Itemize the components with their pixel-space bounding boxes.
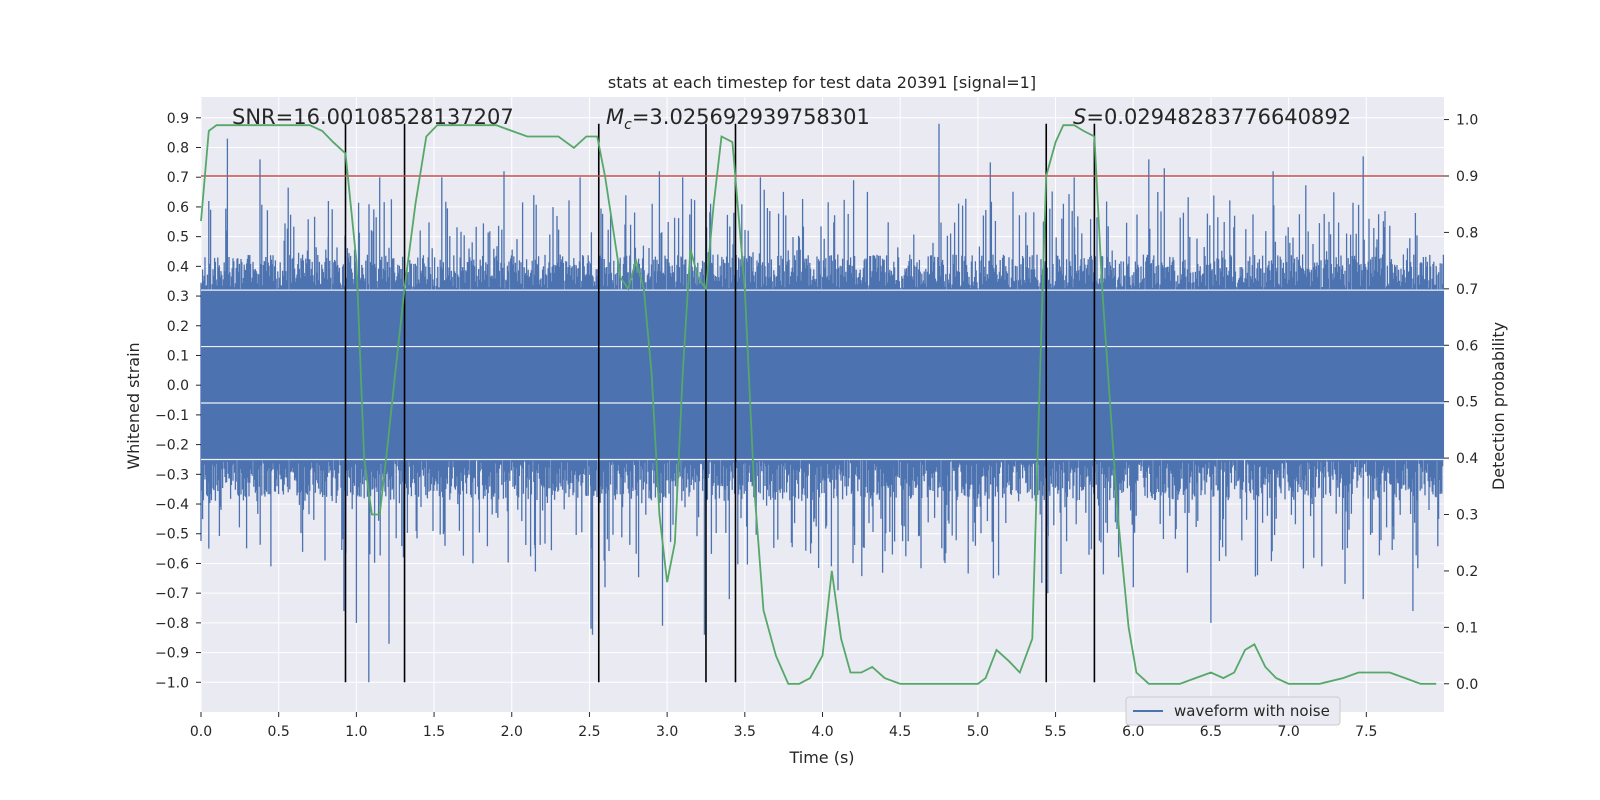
legend-label: waveform with noise [1174, 702, 1330, 720]
y-axis-label-right: Detection probability [1489, 322, 1508, 490]
y-right-tick-label: 0.5 [1456, 395, 1478, 411]
y-left-tick-label: −0.4 [155, 497, 189, 513]
waveform-series [200, 123, 1445, 683]
x-tick-label: 1.5 [423, 724, 445, 740]
legend-box [1125, 696, 1341, 726]
x-tick-label: 1.0 [345, 724, 367, 740]
legend: waveform with noise [1125, 696, 1341, 726]
s-symbol: S [1073, 105, 1086, 129]
y-right-tick-label: 0.4 [1456, 451, 1478, 467]
x-axis-label: Time (s) [788, 748, 854, 767]
y-left-tick-label: −1.0 [155, 675, 189, 691]
x-tick-label: 6.5 [1200, 724, 1222, 740]
x-tick-label: 5.5 [1044, 724, 1066, 740]
y-left-tick-label: 0.2 [167, 319, 189, 335]
y-left-tick-label: 0.7 [167, 170, 189, 186]
x-tick-label: 5.0 [967, 724, 989, 740]
y-left-tick-label: −0.6 [155, 556, 189, 572]
x-tick-label: 2.0 [501, 724, 523, 740]
x-tick-label: 4.0 [811, 724, 833, 740]
y-left-tick-label: −0.8 [155, 616, 189, 632]
y-right-tick-label: 0.0 [1456, 677, 1478, 693]
y-left-tick-label: −0.2 [155, 438, 189, 454]
y-left-tick-label: 0.9 [167, 111, 189, 127]
x-tick-label: 7.0 [1277, 724, 1299, 740]
s-value: =0.02948283776640892 [1086, 105, 1351, 129]
y-right-tick-label: 0.3 [1456, 508, 1478, 524]
probability-series [200, 124, 1437, 685]
y-left-tick-label: 0.5 [167, 230, 189, 246]
y-left-tick-label: 0.3 [167, 289, 189, 305]
y-left-tick-label: −0.3 [155, 467, 189, 483]
chirp-mass-annotation: Mc=3.025692939758301 [606, 105, 870, 133]
x-axis-ticks: 0.0 0.5 1.0 1.5 2.0 2.5 3.0 3.5 4.0 4.5 5.0 5.5 6.0 6… [190, 712, 1377, 740]
x-tick-label: 0.5 [268, 724, 290, 740]
y-right-tick-label: 1.0 [1456, 113, 1478, 129]
y-right-tick-label: 0.6 [1456, 338, 1478, 354]
y-left-tick-label: 0.8 [167, 141, 189, 157]
x-tick-label: 3.0 [656, 724, 678, 740]
y-left-tick-label: 0.0 [167, 378, 189, 394]
mc-value: =3.025692939758301 [632, 105, 870, 129]
y-left-tick-label: 0.6 [167, 200, 189, 216]
x-tick-label: 2.5 [578, 724, 600, 740]
y-axis-label-left: Whitened strain [124, 342, 143, 469]
mc-subscript: c [624, 117, 632, 133]
mc-symbol: M [606, 105, 624, 129]
x-tick-label: 0.0 [190, 724, 212, 740]
snr-annotation: SNR=16.00108528137207 [232, 105, 514, 129]
y-right-tick-label: 0.1 [1456, 620, 1478, 636]
y-left-tick-label: 0.1 [167, 348, 189, 364]
y-left-tick-label: −0.9 [155, 646, 189, 662]
y-left-tick-label: −0.7 [155, 586, 189, 602]
chart-title: stats at each timestep for test data 203… [608, 73, 1036, 92]
y-right-tick-label: 0.7 [1456, 282, 1478, 298]
y-left-tick-label: 0.4 [167, 259, 189, 275]
x-tick-label: 6.0 [1122, 724, 1144, 740]
y-right-tick-label: 0.2 [1456, 564, 1478, 580]
s-annotation: S=0.02948283776640892 [1073, 105, 1351, 129]
y-right-tick-label: 0.9 [1456, 169, 1478, 185]
y-axis-right-ticks: 1.0 0.9 0.8 0.7 0.6 0.5 0.4 0.3 0.2 0.1 0.0 [1444, 113, 1478, 693]
y-right-tick-label: 0.8 [1456, 225, 1478, 241]
y-left-tick-label: −0.5 [155, 527, 189, 543]
x-tick-label: 7.5 [1355, 724, 1377, 740]
vertical-markers [344, 123, 1096, 683]
y-axis-left-ticks: 0.9 0.8 0.7 0.6 0.5 0.4 0.3 0.2 0.1 0.0 −0.1 −0.2 −0… [155, 111, 201, 691]
x-tick-label: 4.5 [889, 724, 911, 740]
y-left-tick-label: −0.1 [155, 408, 189, 424]
x-tick-label: 3.5 [734, 724, 756, 740]
